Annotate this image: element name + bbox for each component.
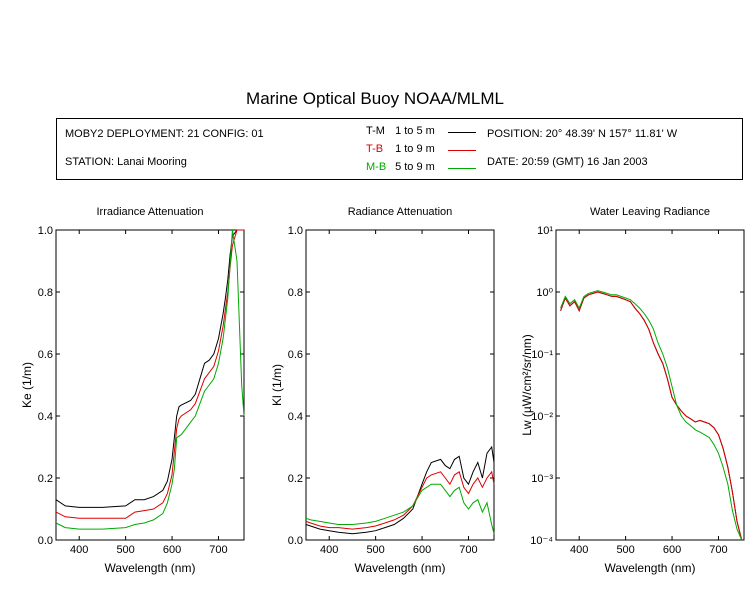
station-label: STATION: Lanai Mooring: [65, 156, 187, 168]
legend-item-m-b: M-B 5 to 9 m: [366, 161, 476, 173]
legend-code: T-M: [366, 125, 385, 137]
legend-line: [448, 150, 476, 151]
plot-title: Irradiance Attenuation: [96, 206, 203, 218]
x-tick-label: 600: [663, 544, 681, 556]
series-line-t-b: [305, 470, 495, 530]
series-line-t-b: [55, 229, 244, 519]
plot-frame: [305, 229, 495, 541]
series-line-t-m: [55, 229, 244, 508]
chart-title: Marine Optical Buoy NOAA/MLML: [246, 89, 504, 108]
legend-item-t-m: T-M 1 to 5 m: [366, 125, 476, 137]
x-tick-label: 400: [320, 544, 338, 556]
x-tick-label: 700: [459, 544, 477, 556]
x-tick-label: 500: [616, 544, 634, 556]
series-line-m-b: [55, 229, 245, 530]
y-tick-label: 10⁰: [536, 287, 553, 299]
y-tick-label: 1.0: [38, 225, 53, 237]
plot-frame: [555, 229, 745, 541]
x-tick-label: 500: [366, 544, 384, 556]
legend-code: M-B: [366, 161, 387, 173]
x-axis-label: Wavelength (nm): [105, 561, 196, 575]
legend-range: 5 to 9 m: [395, 161, 435, 173]
series-line-t-m: [560, 291, 743, 541]
y-axis-label: Kl (1/m): [270, 364, 284, 406]
y-tick-label: 10⁻³: [531, 473, 553, 485]
y-tick-label: 0.6: [38, 349, 53, 361]
series-line-t-m: [305, 445, 495, 535]
y-tick-label: 10⁻¹: [531, 349, 553, 361]
y-tick-label: 0.6: [288, 349, 303, 361]
position-label: POSITION: 20° 48.39' N 157° 11.81' W: [487, 128, 678, 140]
legend-code: T-B: [366, 143, 384, 155]
x-tick-label: 700: [209, 544, 227, 556]
x-tick-label: 400: [570, 544, 588, 556]
deployment-label: MOBY2 DEPLOYMENT: 21 CONFIG: 01: [65, 128, 264, 140]
legend-line: [448, 132, 476, 133]
y-tick-label: 0.0: [38, 535, 53, 547]
x-tick-label: 700: [709, 544, 727, 556]
y-tick-label: 10⁻²: [531, 411, 553, 423]
y-tick-label: 0.8: [288, 287, 303, 299]
y-tick-label: 10¹: [537, 225, 553, 237]
series-line-t-b: [560, 291, 743, 541]
series-line-m-b: [305, 483, 495, 534]
y-tick-label: 0.2: [288, 473, 303, 485]
info-box: MOBY2 DEPLOYMENT: 21 CONFIG: 01 STATION:…: [56, 118, 743, 180]
x-tick-label: 600: [413, 544, 431, 556]
y-axis-label: Lw (µW/cm²/sr/nm): [520, 334, 534, 436]
x-axis-label: Wavelength (nm): [355, 561, 446, 575]
legend-item-t-b: T-B 1 to 9 m: [366, 143, 476, 155]
x-tick-label: 600: [163, 544, 181, 556]
plot-frame: [55, 229, 245, 541]
legend-range: 1 to 5 m: [395, 125, 435, 137]
series-line-m-b: [560, 290, 743, 541]
y-tick-label: 0.0: [288, 535, 303, 547]
legend-line: [448, 168, 476, 169]
x-tick-label: 400: [70, 544, 88, 556]
x-axis-label: Wavelength (nm): [605, 561, 696, 575]
y-axis-label: Ke (1/m): [20, 362, 34, 408]
date-label: DATE: 20:59 (GMT) 16 Jan 2003: [487, 156, 648, 168]
plot-title: Water Leaving Radiance: [590, 206, 710, 218]
y-tick-label: 0.4: [288, 411, 303, 423]
plot-title: Radiance Attenuation: [348, 206, 453, 218]
y-tick-label: 0.8: [38, 287, 53, 299]
y-tick-label: 0.4: [38, 411, 53, 423]
legend-range: 1 to 9 m: [395, 143, 435, 155]
y-tick-label: 0.2: [38, 473, 53, 485]
y-tick-label: 10⁻⁴: [530, 535, 553, 547]
y-tick-label: 1.0: [288, 225, 303, 237]
x-tick-label: 500: [116, 544, 134, 556]
